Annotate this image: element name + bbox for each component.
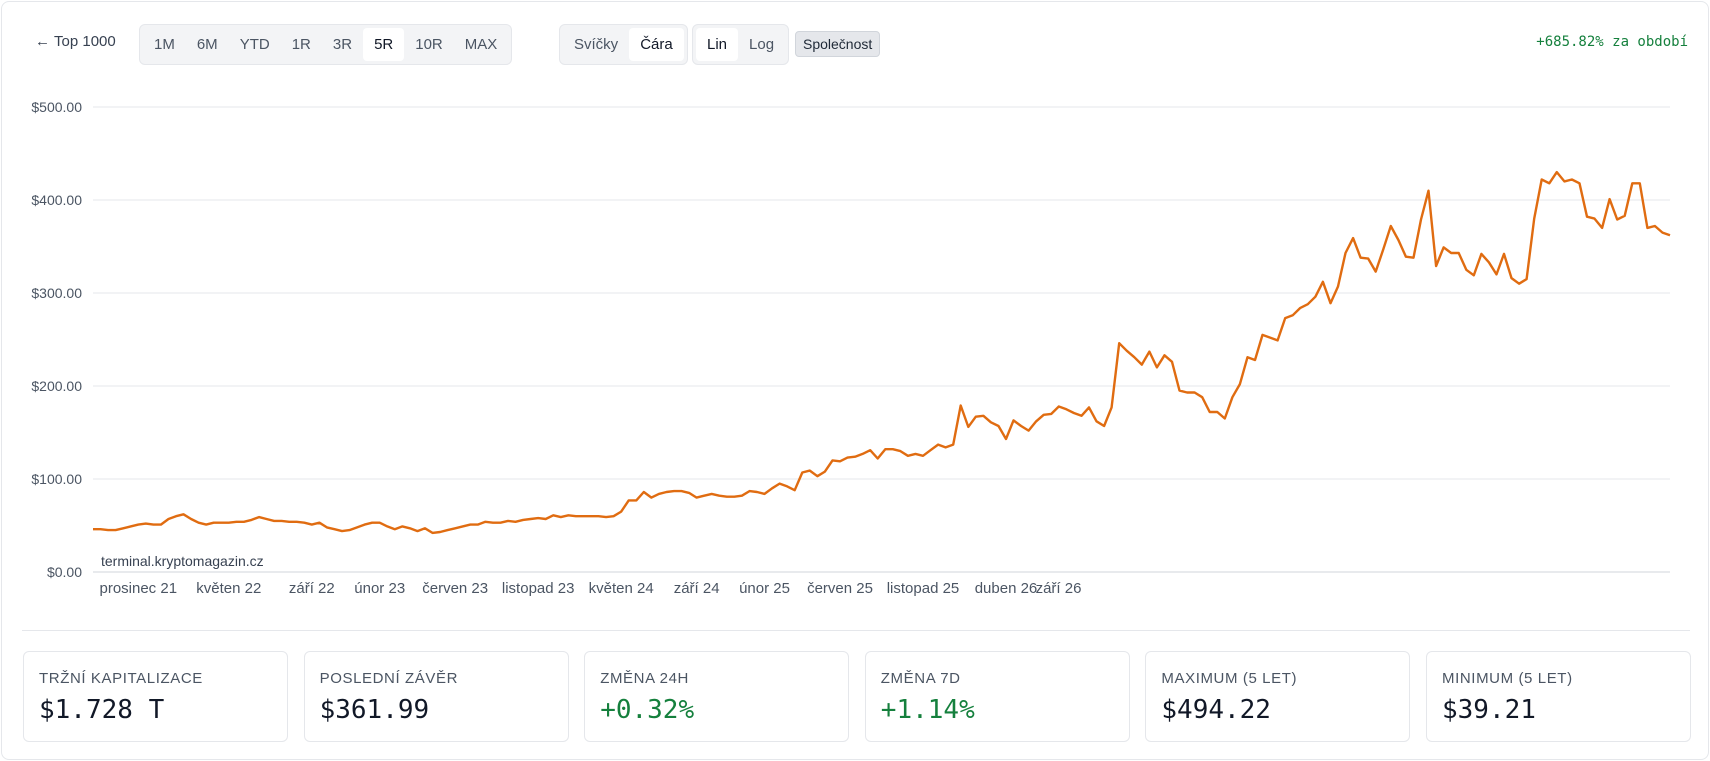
- stats-row: Tržní kapitalizace $1.728 T Poslední závěr…: [23, 651, 1691, 742]
- x-tick-label: květen 22: [196, 580, 261, 597]
- stat-label: Minimum (5 let): [1442, 670, 1573, 687]
- chart-type-option-0[interactable]: Svíčky: [574, 36, 619, 53]
- chart-type-option-1[interactable]: Čára: [629, 28, 684, 61]
- x-tick-label: listopad 25: [887, 580, 960, 597]
- x-tick-label: září 26: [1036, 580, 1082, 597]
- stat-value: +1.14%: [880, 695, 975, 725]
- price-chart: $0.00 $100.00 $200.00 $300.00 $400.00 $500.00…: [31, 99, 1671, 597]
- gridlines: [93, 106, 1670, 573]
- period-change: +685.82% za období: [1536, 34, 1688, 50]
- range-option-7[interactable]: MAX: [464, 36, 498, 53]
- scale-option-0[interactable]: Lin: [696, 28, 739, 61]
- y-tick-label: $400.00: [31, 192, 82, 208]
- stat-label: Maximum (5 let): [1161, 670, 1298, 687]
- range-option-2[interactable]: YTD: [239, 36, 270, 53]
- stat-card: Minimum (5 let) $39.21: [1426, 651, 1691, 742]
- stat-label: Změna 24H: [600, 670, 689, 687]
- range-option-5[interactable]: 5R: [363, 28, 405, 61]
- y-tick-label: $200.00: [31, 378, 82, 394]
- range-option-1[interactable]: 6M: [196, 36, 218, 53]
- x-tick-label: červen 23: [422, 580, 488, 597]
- stat-label: Tržní kapitalizace: [39, 670, 203, 687]
- stat-card: Změna 7D +1.14%: [864, 651, 1130, 742]
- range-option-6[interactable]: 10R: [415, 36, 443, 53]
- y-tick-label: $0.00: [47, 564, 82, 580]
- arrow-left-icon: ←: [35, 33, 50, 50]
- company-button[interactable]: Společnost: [795, 31, 881, 57]
- scale-selector: Lin Log: [692, 24, 790, 65]
- stat-value: $494.22: [1161, 695, 1271, 725]
- y-axis-labels: $0.00 $100.00 $200.00 $300.00 $400.00 $500.00: [31, 99, 82, 580]
- stat-value: $361.99: [319, 695, 430, 725]
- y-tick-label: $300.00: [31, 285, 82, 301]
- divider: [22, 630, 1690, 631]
- x-tick-label: září 24: [674, 580, 720, 597]
- range-selector: 1M 6M YTD 1R 3R 5R 10R MAX: [139, 24, 513, 65]
- x-tick-label: únor 25: [739, 580, 790, 597]
- x-tick-label: září 22: [289, 580, 335, 597]
- scale-option-1[interactable]: Log: [749, 36, 775, 53]
- y-tick-label: $500.00: [31, 99, 82, 115]
- range-option-0[interactable]: 1M: [154, 36, 175, 53]
- stat-value: $1.728 T: [39, 695, 165, 725]
- stat-label: Poslední závěr: [319, 670, 459, 687]
- stat-label: Změna 7D: [880, 670, 961, 687]
- watermark: terminal.kryptomagazin.cz: [101, 553, 264, 569]
- y-tick-label: $100.00: [31, 471, 82, 487]
- stat-value: $39.21: [1442, 695, 1536, 725]
- chart-type-selector: Svíčky Čára: [559, 24, 688, 65]
- back-label: Top 1000: [54, 33, 116, 50]
- chart-toolbar: ← Top 1000 1M 6M YTD 1R 3R 5R 10R MAX Svíčky Čár…: [2, 2, 1708, 86]
- x-tick-label: únor 23: [354, 580, 405, 597]
- stat-card: Poslední závěr $361.99: [303, 651, 569, 742]
- range-option-4[interactable]: 3R: [332, 36, 353, 53]
- price-series-line: [93, 170, 1671, 535]
- x-tick-label: prosinec 21: [99, 580, 177, 597]
- x-tick-label: listopad 23: [502, 580, 575, 597]
- x-tick-label: červen 25: [807, 580, 873, 597]
- x-axis-labels: prosinec 21 květen 22 září 22 únor 23 červen…: [99, 580, 1081, 597]
- x-tick-label: květen 24: [589, 580, 654, 597]
- back-to-top1000-link[interactable]: ← Top 1000: [35, 33, 116, 50]
- x-tick-label: duben 26: [975, 580, 1038, 597]
- stat-card: Tržní kapitalizace $1.728 T: [23, 651, 288, 742]
- range-option-3[interactable]: 1R: [291, 36, 311, 53]
- stat-value: +0.32%: [600, 695, 695, 725]
- stat-card: Maximum (5 let) $494.22: [1145, 651, 1411, 742]
- stat-card: Změna 24H +0.32%: [584, 651, 850, 742]
